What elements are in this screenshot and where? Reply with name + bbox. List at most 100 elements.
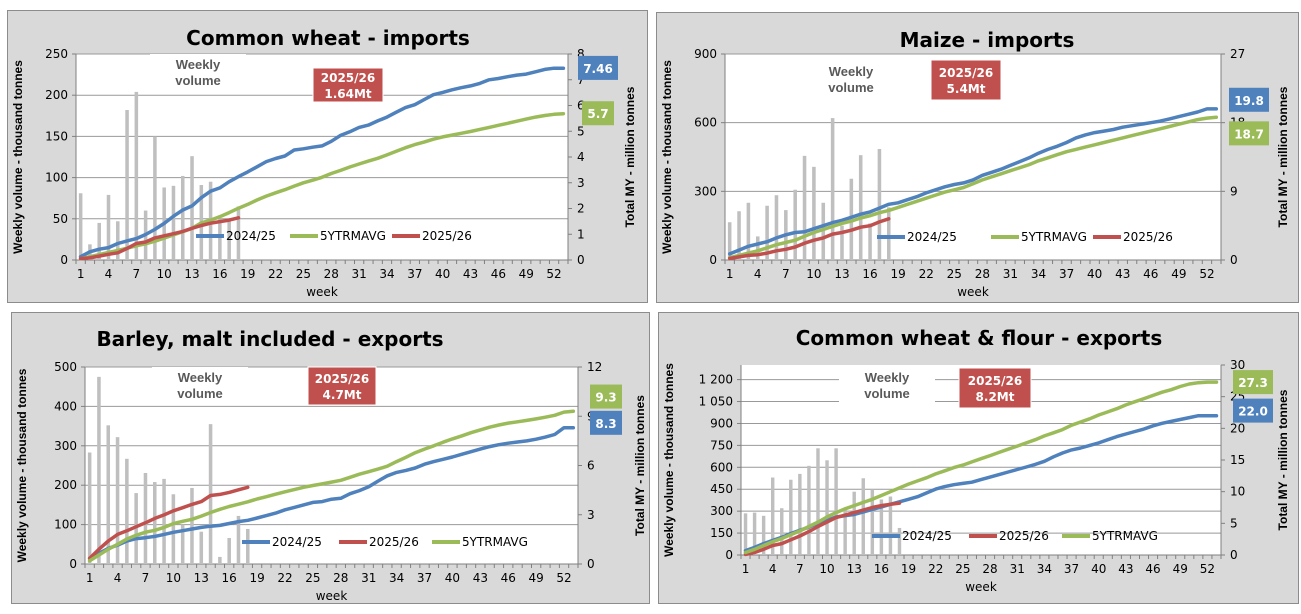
weekly-volume-bar <box>897 527 902 555</box>
weekly-volume-bar <box>106 194 111 260</box>
chart-wheat-flour-exports: Common wheat & flour - exports0150300450… <box>662 326 1290 594</box>
y2-tick-label: 10 <box>1230 485 1245 499</box>
y2-axis-title: Total MY - million tonnes <box>623 86 637 227</box>
weekly-volume-bar <box>97 376 101 564</box>
x-tick-label: 10 <box>819 562 834 576</box>
weekly-volume-bar <box>877 148 882 260</box>
x-tick-label: 49 <box>529 571 544 585</box>
x-tick-label: 19 <box>901 562 916 576</box>
legend-label: 2024/25 <box>226 229 276 243</box>
weekly-volume-bar <box>115 437 120 564</box>
weekly-volume-bar <box>852 491 856 555</box>
weekly-volume-annotation: Weekly <box>865 370 910 385</box>
x-tick-label: 10 <box>806 267 821 281</box>
x-tick-label: 43 <box>463 267 478 281</box>
weekly-volume-bar <box>737 211 741 260</box>
weekly-volume-bar <box>861 478 865 555</box>
y2-tick-label: 9 <box>1230 184 1238 198</box>
weekly-volume-bar <box>78 193 83 260</box>
end-value-label-box <box>590 384 622 409</box>
y-tick-label: 600 <box>710 460 733 474</box>
x-tick-label: 31 <box>1003 267 1018 281</box>
y-tick-label: 1 050 <box>699 395 733 409</box>
weekly-volume-bar <box>834 448 838 555</box>
y-tick-label: 200 <box>54 478 77 492</box>
weekly-volume-bar <box>774 195 779 260</box>
weekly-volume-bar <box>97 222 101 260</box>
weekly-volume-bar <box>180 524 185 564</box>
weekly-volume-bar <box>227 537 231 564</box>
x-tick-label: 37 <box>1064 562 1079 576</box>
x-tick-label: 49 <box>1171 267 1186 281</box>
y-tick-label: 300 <box>694 184 717 198</box>
x-tick-label: 46 <box>501 571 516 585</box>
x-tick-label: 13 <box>184 267 199 281</box>
x-tick-label: 10 <box>166 571 181 585</box>
series-line-2025-26 <box>78 216 241 261</box>
weekly-volume-bar <box>190 487 194 564</box>
weekly-volume-bar <box>116 221 120 260</box>
y2-tick-label: 15 <box>1230 453 1245 467</box>
chart-wheat-imports: Common wheat - imports050100150200250012… <box>11 26 637 299</box>
weekly-volume-bar <box>840 225 844 260</box>
y2-tick-label: 2 <box>577 202 585 216</box>
weekly-volume-annotation: volume <box>175 73 221 88</box>
x-tick-label: 31 <box>1010 562 1025 576</box>
series-line-5ytrmavg <box>78 111 566 261</box>
end-value-label-box <box>1233 398 1273 423</box>
x-tick-label: 4 <box>754 267 762 281</box>
end-value-label: 7.46 <box>583 62 613 76</box>
x-tick-label: 1 <box>77 267 85 281</box>
weekly-volume-bar <box>190 156 194 260</box>
y-tick-label: 0 <box>725 548 733 562</box>
weekly-volume-bar <box>812 166 816 260</box>
y2-tick-label: 1 <box>577 227 585 241</box>
x-tick-label: 13 <box>834 267 849 281</box>
total-box-season: 2025/26 <box>321 71 375 85</box>
y-tick-label: 0 <box>709 253 717 267</box>
y2-tick-label: 5 <box>577 124 585 138</box>
y2-tick-label: 27 <box>1230 47 1245 61</box>
y-tick-label: 600 <box>694 116 717 130</box>
y2-tick-label: 6 <box>577 99 585 113</box>
series-line-2025-26 <box>743 501 902 557</box>
end-value-label: 18.7 <box>1234 127 1264 141</box>
y2-tick-label: 0 <box>1230 253 1238 267</box>
weekly-volume-bar <box>218 218 222 260</box>
weekly-volume-bar <box>843 508 847 555</box>
weekly-volume-bar <box>125 458 129 564</box>
weekly-volume-bar <box>218 556 222 564</box>
x-tick-label: 7 <box>133 267 141 281</box>
y2-tick-label: 12 <box>587 360 602 374</box>
x-tick-label: 22 <box>919 267 934 281</box>
y-tick-label: 400 <box>54 399 77 413</box>
weekly-volume-bar <box>171 494 176 564</box>
x-tick-label: 16 <box>212 267 227 281</box>
y2-tick-label: 20 <box>1230 421 1245 435</box>
end-value-label-box <box>578 55 618 80</box>
total-2025-26-box <box>930 59 1002 101</box>
chart-title: Common wheat & flour - exports <box>796 326 1162 350</box>
x-tick-label: 52 <box>546 267 561 281</box>
weekly-volume-annotation: volume <box>828 80 874 95</box>
weekly-volume-bar <box>106 425 111 564</box>
weekly-volume-bar <box>125 110 129 260</box>
legend-label: 2024/25 <box>902 529 952 543</box>
legend-label: 2025/26 <box>369 535 419 549</box>
x-tick-label: 25 <box>955 562 970 576</box>
end-value-label-box <box>1229 87 1269 112</box>
y-axis-title: Weekly volume - thousand tonnes <box>11 60 25 254</box>
end-value-label: 19.8 <box>1234 94 1264 108</box>
end-value-label: 8.3 <box>595 417 616 431</box>
weekly-volume-bar <box>807 465 811 555</box>
y2-tick-label: 3 <box>577 176 585 190</box>
annotation-bg <box>839 367 935 403</box>
x-tick-label: 16 <box>874 562 889 576</box>
x-tick-label: 22 <box>928 562 943 576</box>
weekly-volume-annotation: Weekly <box>176 57 221 72</box>
y-tick-label: 100 <box>54 518 77 532</box>
legend-label: 2025/26 <box>1123 230 1173 244</box>
y2-tick-label: 0 <box>587 557 595 571</box>
total-box-volume: 1.64Mt <box>324 87 372 101</box>
weekly-volume-annotation: Weekly <box>829 64 874 79</box>
